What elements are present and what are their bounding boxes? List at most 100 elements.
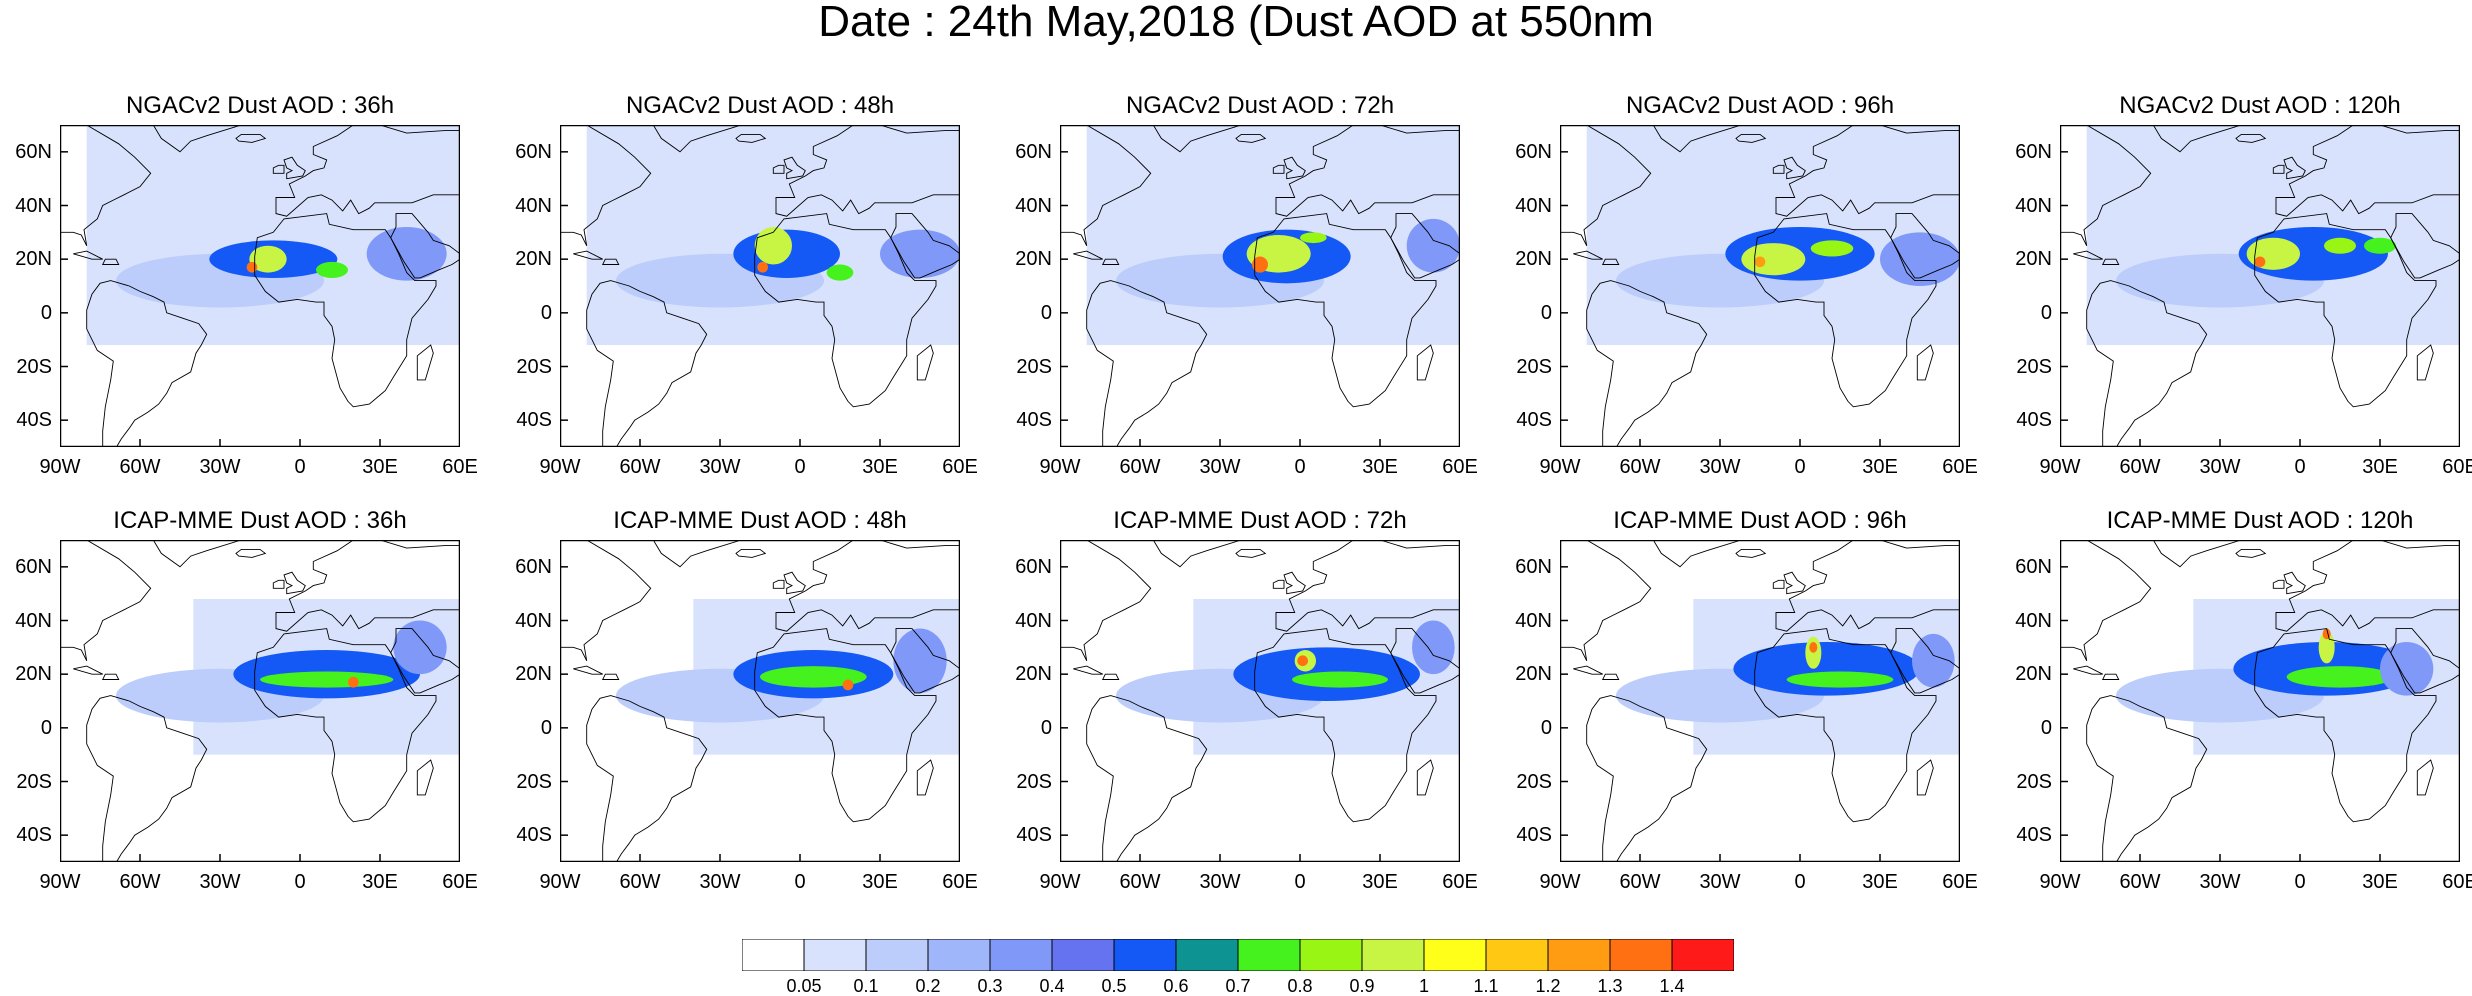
lon-label: 60W — [1619, 871, 1661, 893]
coastline-greenland — [1152, 125, 1242, 153]
lon-label: 60E — [942, 871, 978, 893]
map-frame — [1560, 125, 1960, 447]
coastline-ireland — [1772, 164, 1785, 174]
colorbar-label: 0.7 — [1225, 976, 1251, 996]
coastline-cuba — [1073, 665, 1103, 675]
coastline-north-america — [560, 540, 652, 662]
dust-blob — [1297, 655, 1308, 667]
coastline-madagascar — [1916, 759, 1934, 796]
coastline-madagascar — [916, 344, 934, 381]
colorbar — [742, 939, 1734, 971]
panel-title: ICAP-MME Dust AOD : 72h — [1113, 507, 1407, 534]
colorbar-label: 0.9 — [1349, 976, 1375, 996]
coastline-africa — [254, 628, 437, 823]
map-frame — [60, 540, 460, 862]
lat-label: 20N — [15, 663, 52, 686]
lat-label: 0 — [540, 716, 552, 739]
map-panel: NGACv2 Dust AOD : 72h 60N 40N 20N 0 20S 40S 90W… — [1015, 93, 1478, 478]
lat-label: 20N — [2015, 248, 2052, 271]
dust-blob — [1912, 633, 1955, 688]
colorbar-label: 0.8 — [1287, 976, 1313, 996]
coastline-arabia — [390, 628, 460, 694]
map-frame — [2060, 125, 2460, 447]
coastline-ireland — [1772, 579, 1785, 589]
dust-aod-map — [1060, 125, 1460, 447]
colorbar-label: 1.2 — [1535, 976, 1561, 996]
dust-aod-map — [1560, 540, 1960, 862]
lat-label: 20N — [1515, 248, 1552, 271]
coastline-cuba — [1573, 250, 1603, 260]
lat-label: 60N — [515, 555, 552, 578]
coastline-europe — [2275, 125, 2460, 217]
coastline-madagascar — [416, 759, 434, 796]
lat-label: 20S — [1016, 770, 1052, 793]
colorbar-box — [1237, 939, 1301, 971]
colorbar-box — [803, 939, 867, 971]
map-frame — [560, 540, 960, 862]
coastline-britain — [1783, 156, 1806, 180]
lon-label: 90W — [539, 456, 581, 478]
coastline-ireland — [272, 164, 285, 174]
lon-label: 30W — [1199, 871, 1241, 893]
coastline-europe — [775, 125, 960, 217]
coastline-arabia — [1890, 213, 1960, 279]
lat-label: 20S — [516, 770, 552, 793]
lon-label: 30E — [1862, 871, 1898, 893]
lon-label: 90W — [2039, 871, 2081, 893]
dust-blob — [366, 226, 447, 281]
lat-label: 0 — [1540, 716, 1552, 739]
lat-label: 20S — [2016, 770, 2052, 793]
map-frame — [1060, 540, 1460, 862]
map-frame — [1060, 125, 1460, 447]
coastline-madagascar — [2416, 344, 2434, 381]
panel-title: ICAP-MME Dust AOD : 48h — [613, 507, 907, 534]
coastline-iceland — [735, 133, 767, 143]
coastline-arabia — [890, 628, 960, 694]
lon-label: 90W — [39, 456, 81, 478]
dust-aod-map — [60, 540, 460, 862]
dust-blob — [1754, 256, 1766, 268]
coastline-greenland — [152, 540, 242, 568]
lon-label: 30W — [199, 456, 241, 478]
colorbar-box — [1051, 939, 1115, 971]
panel-title: NGACv2 Dust AOD : 48h — [625, 92, 895, 119]
lat-label: 40N — [1515, 194, 1552, 217]
colorbar-box — [1485, 939, 1549, 971]
coastline-greenland — [652, 540, 742, 568]
lon-label: 30W — [699, 456, 741, 478]
lon-label: 60E — [2442, 871, 2472, 893]
dust-blob — [2364, 237, 2396, 254]
lon-label: 60W — [2119, 456, 2161, 478]
coastline-iceland — [1235, 133, 1267, 143]
lat-label: 0 — [40, 301, 52, 324]
dust-blob — [2254, 256, 2266, 268]
coastline-africa — [1754, 628, 1937, 823]
lon-label: 90W — [539, 871, 581, 893]
coastline-africa — [1754, 213, 1937, 408]
lon-label: 0 — [1294, 456, 1306, 478]
lat-label: 60N — [515, 140, 552, 163]
map-panel: ICAP-MME Dust AOD : 48h 60N 40N 20N 0 20S 40S 9… — [515, 507, 978, 893]
coastline-south-america — [86, 280, 208, 447]
dust-blob — [2380, 641, 2434, 696]
coastline-britain — [283, 156, 306, 180]
lon-label: 60W — [1119, 456, 1161, 478]
coastline-europe — [275, 125, 460, 217]
lat-label: 40S — [16, 824, 52, 847]
colorbar-label: 0.4 — [1039, 976, 1065, 996]
lon-label: 0 — [294, 871, 306, 893]
colorbar-box — [1547, 939, 1611, 971]
lon-label: 0 — [2294, 871, 2306, 893]
colorbar-label: 0.3 — [977, 976, 1003, 996]
coastline-hispaniola — [101, 258, 120, 265]
lon-label: 30W — [1699, 871, 1741, 893]
colorbar-label: 0.5 — [1101, 976, 1127, 996]
coastline-south-america — [1586, 280, 1708, 447]
coastline-greenland — [1652, 540, 1742, 568]
lon-label: 30W — [2199, 456, 2241, 478]
coastline-arabia — [890, 213, 960, 279]
dust-blob — [249, 245, 287, 273]
map-border — [560, 540, 960, 862]
coastline-ireland — [2272, 164, 2285, 174]
coastline-africa — [254, 213, 437, 408]
